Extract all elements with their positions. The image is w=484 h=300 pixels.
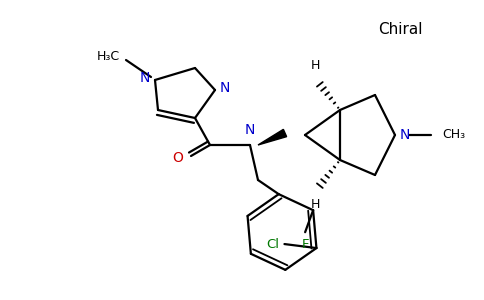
Text: N: N [220, 81, 230, 95]
Text: Cl: Cl [266, 238, 279, 250]
Text: H₃C: H₃C [96, 50, 120, 64]
Text: O: O [172, 151, 183, 165]
Text: Chiral: Chiral [378, 22, 422, 38]
Text: H: H [310, 59, 320, 72]
Text: CH₃: CH₃ [442, 128, 465, 142]
Text: N: N [400, 128, 410, 142]
Text: H: H [310, 198, 320, 211]
Polygon shape [258, 129, 287, 145]
Text: F: F [302, 238, 309, 251]
Text: N: N [245, 123, 255, 137]
Text: N: N [139, 71, 150, 85]
